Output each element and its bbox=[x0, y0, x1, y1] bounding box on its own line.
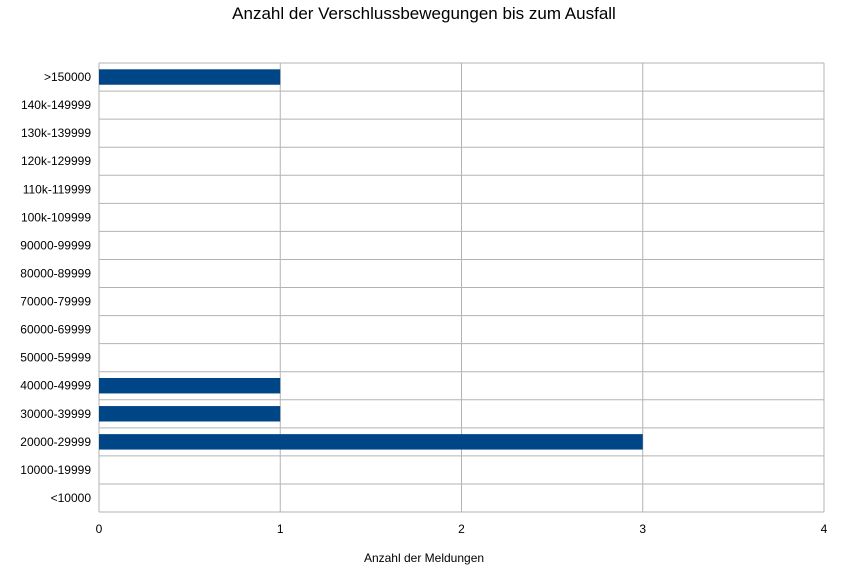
y-tick-label: 20000-29999 bbox=[20, 435, 91, 449]
x-tick-label: 1 bbox=[277, 522, 284, 536]
y-tick-label: 70000-79999 bbox=[20, 295, 91, 309]
x-axis-tick-labels: 0 1 2 3 4 bbox=[96, 522, 828, 536]
x-tick-label: 2 bbox=[458, 522, 465, 536]
y-tick-label: 90000-99999 bbox=[20, 238, 91, 252]
grid bbox=[98, 62, 825, 513]
x-tick-label: 0 bbox=[96, 522, 103, 536]
y-axis-tick-labels: <10000 10000-19999 20000-29999 30000-39999 4… bbox=[20, 70, 91, 505]
y-tick-label: 40000-49999 bbox=[20, 379, 91, 393]
y-tick-label: 140k-149999 bbox=[21, 98, 91, 112]
bar bbox=[99, 406, 281, 422]
chart-title: Anzahl der Verschlussbewegungen bis zum … bbox=[232, 4, 616, 23]
y-tick-label: 50000-59999 bbox=[20, 351, 91, 365]
x-axis-label: Anzahl der Meldungen bbox=[364, 551, 484, 565]
y-tick-label: 80000-89999 bbox=[20, 266, 91, 280]
y-tick-label: 60000-69999 bbox=[20, 323, 91, 337]
bar bbox=[99, 434, 643, 450]
x-tick-label: 3 bbox=[639, 522, 646, 536]
y-tick-label: 130k-139999 bbox=[21, 126, 91, 140]
y-tick-label: <10000 bbox=[51, 491, 92, 505]
bars bbox=[99, 69, 643, 450]
y-tick-label: 110k-119999 bbox=[23, 182, 92, 196]
bar bbox=[99, 69, 281, 85]
y-tick-label: 10000-19999 bbox=[20, 463, 91, 477]
y-tick-label: 120k-129999 bbox=[21, 154, 91, 168]
y-tick-label: 30000-39999 bbox=[20, 407, 91, 421]
x-tick-label: 4 bbox=[821, 522, 828, 536]
y-tick-label: >150000 bbox=[44, 70, 91, 84]
bar bbox=[99, 378, 281, 394]
y-tick-label: 100k-109999 bbox=[21, 210, 91, 224]
